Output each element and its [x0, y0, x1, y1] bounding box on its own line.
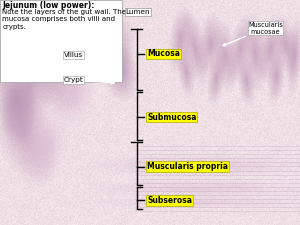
Text: Mucosa: Mucosa — [147, 50, 180, 58]
Text: Muscularis
mucosae: Muscularis mucosae — [223, 22, 283, 46]
Text: Lumen: Lumen — [126, 9, 150, 15]
Text: Muscularis propria: Muscularis propria — [147, 162, 228, 171]
Text: Subserosa: Subserosa — [147, 196, 192, 205]
Text: Submucosa: Submucosa — [147, 112, 196, 122]
Text: Jejunum (low power):: Jejunum (low power): — [2, 1, 95, 10]
Text: Villus: Villus — [64, 52, 111, 58]
FancyBboxPatch shape — [0, 0, 122, 82]
Text: Note the layers of the gut wall. The
mucosa comprises both villi and
crypts.: Note the layers of the gut wall. The muc… — [2, 9, 126, 29]
Text: Crypt: Crypt — [64, 77, 114, 84]
